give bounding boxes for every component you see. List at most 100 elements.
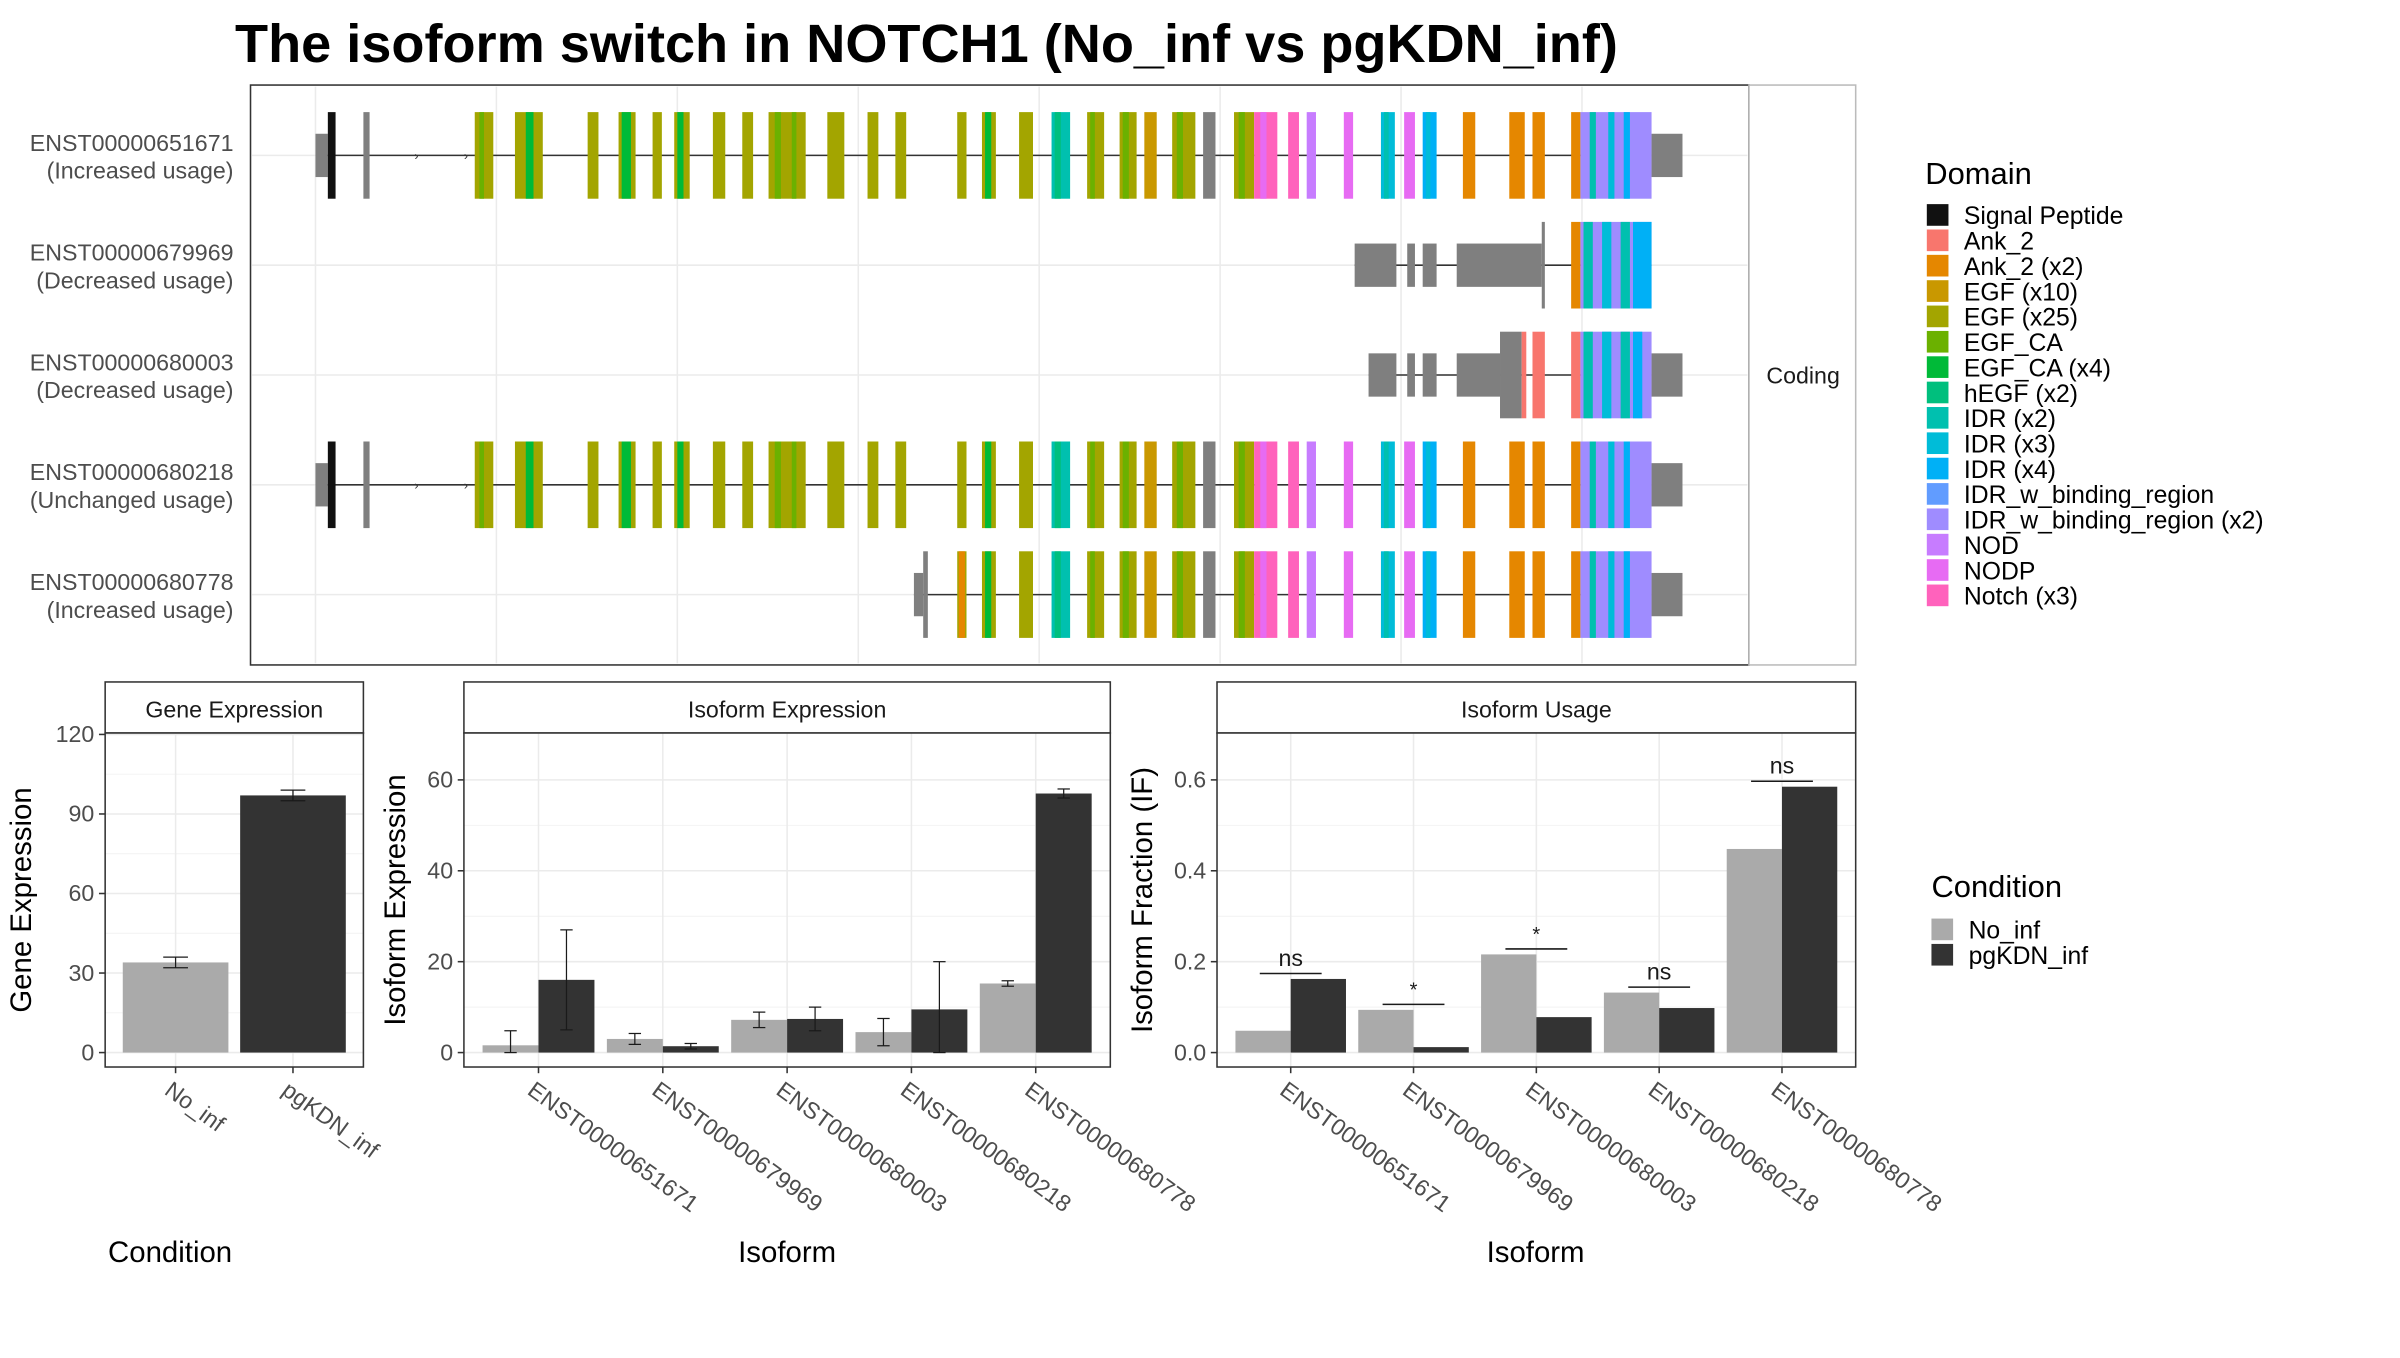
utr-exon	[913, 572, 924, 617]
domain-legend-label: IDR_w_binding_region	[1964, 482, 2214, 509]
domain-legend-swatch	[1926, 483, 1949, 505]
domain-exon	[1238, 551, 1245, 638]
bar	[606, 1038, 663, 1053]
isoform-structure-panel: › ›› › ENST00000651671(Increased usage)ENS…	[30, 84, 1857, 666]
domain-exon	[525, 441, 534, 529]
domain-exon	[1019, 551, 1033, 638]
domain-exon	[1384, 551, 1389, 638]
domain-exon	[677, 441, 684, 529]
domain-legend-swatch	[1926, 432, 1949, 455]
isoform-row-usage: (Unchanged usage)	[30, 487, 234, 513]
y-tick-label: 30	[69, 960, 95, 986]
domain-legend-label: Ank_2	[1964, 229, 2034, 256]
domain-exon	[1306, 112, 1316, 199]
domain-legend-swatch	[1926, 330, 1949, 353]
domain-exon	[1288, 112, 1299, 199]
coding-exon	[363, 112, 370, 199]
plot-border	[1216, 732, 1857, 1068]
domain-exon	[1462, 441, 1476, 529]
domain-legend-label: IDR_w_binding_region (x2)	[1964, 508, 2264, 535]
domain-exon	[791, 112, 797, 199]
x-axis-title: Isoform	[738, 1236, 836, 1269]
isoform-row-usage: (Decreased usage)	[36, 377, 233, 403]
domain-exon	[1623, 112, 1630, 199]
y-tick-label: 0.2	[1174, 948, 1206, 974]
domain-exon	[1172, 441, 1196, 529]
domain-legend-label: Signal Peptide	[1964, 203, 2124, 230]
utr-exon	[1651, 463, 1683, 507]
domain-exon	[1571, 441, 1581, 529]
strand-arrow: ›	[464, 478, 468, 492]
y-tick-label: 90	[69, 801, 95, 827]
domain-exon	[985, 441, 992, 529]
isoform-row-usage: (Increased usage)	[47, 597, 234, 623]
domain-legend-label: Ank_2 (x2)	[1964, 254, 2084, 281]
domain-exon	[1602, 221, 1612, 309]
gene-expression-chart: Gene Expression 0 30 60 90 120 No_inf pgKDN_inf…	[5, 681, 384, 1269]
bar	[1290, 978, 1346, 1053]
domain-exon	[768, 112, 806, 199]
domain-exon	[1425, 441, 1431, 529]
domain-exon	[1122, 441, 1129, 529]
coding-exon	[1541, 221, 1545, 309]
bar	[1358, 1009, 1414, 1053]
domain-exon	[1260, 112, 1267, 199]
domain-exon	[1054, 112, 1061, 199]
domain-legend-swatch	[1926, 280, 1949, 302]
domain-exon	[1425, 551, 1431, 638]
isoform-row	[913, 551, 1683, 638]
domain-exon	[712, 441, 726, 529]
domain-exon	[1260, 551, 1267, 638]
utr-exon	[1456, 353, 1501, 397]
domain-exon	[1632, 331, 1643, 419]
domain-legend-label: Notch (x3)	[1964, 584, 2078, 611]
bar	[1781, 786, 1838, 1053]
domain-exon	[1620, 221, 1630, 309]
domain-exon	[1054, 441, 1061, 529]
domain-exon	[1019, 112, 1033, 199]
domain-exon	[1176, 441, 1183, 529]
condition-legend-label: pgKDN_inf	[1969, 943, 2089, 970]
domain-exon	[1238, 441, 1245, 529]
domain-exon	[525, 112, 534, 199]
domain-legend-label: IDR (x2)	[1964, 406, 2056, 433]
domain-exon	[1203, 112, 1216, 199]
significance-label: ns	[1770, 753, 1795, 779]
utr-exon	[1651, 133, 1683, 178]
significance-label: ns	[1278, 945, 1303, 971]
bar	[1481, 954, 1537, 1053]
isoform-row-id: ENST00000680003	[30, 349, 234, 375]
domain-exon	[1144, 112, 1157, 199]
bar	[1536, 1017, 1592, 1053]
significance-label: *	[1410, 980, 1418, 1002]
domain-legend-swatch	[1926, 356, 1949, 378]
x-tick-label: pgKDN_inf	[278, 1076, 384, 1163]
y-tick-label: 40	[427, 858, 453, 884]
domain-exon	[1343, 551, 1354, 638]
domain-exon	[1623, 551, 1630, 638]
domain-exon	[1589, 551, 1596, 638]
domain-exon	[1583, 331, 1593, 419]
isoform-row-usage: (Increased usage)	[47, 158, 234, 184]
utr-exon	[1422, 243, 1437, 287]
bar	[1413, 1047, 1469, 1053]
domain-exon	[1589, 112, 1596, 199]
domain-exon	[1343, 112, 1354, 199]
utr-exon	[315, 463, 328, 507]
utr-exon	[1456, 243, 1542, 287]
domain-exon	[1087, 112, 1105, 199]
facet-strip	[104, 681, 365, 734]
y-tick-label: 120	[56, 721, 95, 747]
isoform-row-id: ENST00000651671	[30, 130, 234, 156]
domain-exon	[1532, 331, 1545, 419]
bar	[1659, 1008, 1715, 1053]
domain-exon	[1571, 221, 1581, 309]
domain-exon	[1122, 551, 1129, 638]
isoform-row-id: ENST00000680778	[30, 569, 234, 595]
isoform-row	[1354, 221, 1652, 309]
domain-exon	[742, 112, 754, 199]
